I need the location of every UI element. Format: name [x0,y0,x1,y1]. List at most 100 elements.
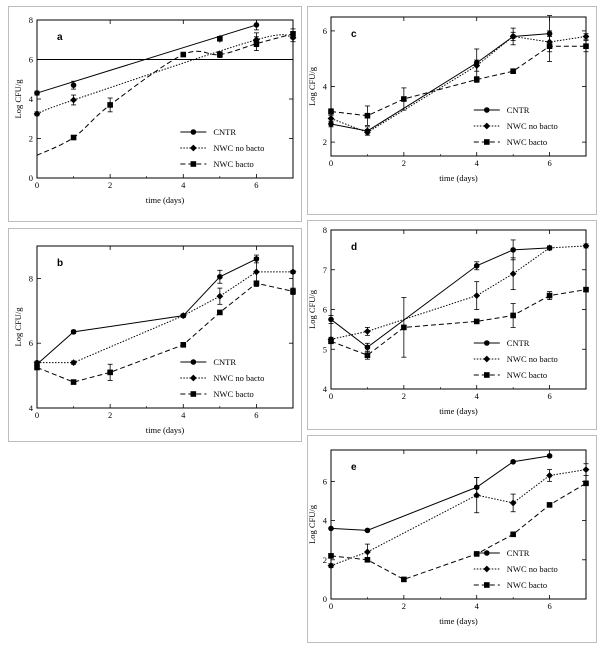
data-point [290,288,296,295]
legend-label: CNTR [213,357,236,367]
data-point [473,262,480,269]
data-point [364,112,371,119]
data-point [217,309,223,316]
data-point [401,96,407,102]
data-point [364,352,371,359]
data-point [328,338,334,345]
series-1 [33,256,297,367]
y-tick-label: 2 [323,555,327,565]
data-point [401,576,407,583]
data-point [583,286,589,293]
y-tick-label: 4 [323,384,328,394]
x-tick-label: 6 [547,391,551,401]
legend-label: NWC no bacto [213,373,264,383]
data-point [473,551,480,557]
x-tick-label: 2 [402,391,406,401]
legend-label: NWC bacto [507,137,547,147]
data-point [328,108,334,115]
panel-letter: b [57,258,63,269]
y-tick-label: 4 [323,516,328,526]
series-2 [328,286,589,360]
x-axis-label: time (days) [146,425,185,435]
legend-marker [190,161,197,167]
x-tick-label: 6 [547,158,551,168]
data-point [34,90,40,96]
plot-frame [330,229,587,390]
series-0 [328,453,553,534]
y-tick-label: 2 [323,137,327,147]
y-tick-label: 2 [29,134,33,144]
legend-marker [483,355,491,363]
data-point [473,62,481,70]
data-point [253,280,260,287]
legend-marker [483,122,491,130]
data-point [33,110,41,118]
data-point [509,270,517,278]
data-point [328,553,334,559]
data-point [364,548,371,556]
y-axis-label: Log CFU/g [308,66,317,106]
data-point [107,369,113,376]
panel-letter: a [57,32,63,43]
y-tick-label: 0 [29,173,33,183]
x-tick-label: 2 [108,180,112,190]
legend-marker [483,565,491,573]
legend-label: CNTR [507,548,530,558]
y-tick-label: 6 [323,476,327,486]
x-tick-label: 6 [254,410,258,420]
data-point [510,531,516,538]
legend-marker [190,391,197,397]
data-point [70,379,77,385]
y-axis-label: Log CFU/g [308,289,317,329]
data-point [70,96,77,104]
y-axis-label: Log CFU/g [308,504,317,544]
data-point [510,458,516,465]
data-point [582,242,590,250]
legend-label: NWC no bacto [213,143,264,153]
legend-marker [484,139,490,145]
chart-svg-a: 0 2 4 6 0 2 4 6 8 time (days) Log CFU/g a CNTR NWC no… [13,15,297,205]
data-point [473,491,481,499]
legend-label: NWC bacto [213,159,253,169]
data-point [217,273,223,280]
chart-svg-b: 0 2 4 6 4 6 8 time (days) Log CFU/g b CNTR NWC no b… [13,245,297,435]
y-tick-label: 6 [323,26,327,36]
data-point [582,466,590,474]
series-0 [34,254,260,368]
series-line [330,469,587,567]
data-point [328,316,334,323]
data-point [364,327,371,335]
series-2 [328,480,589,583]
data-point [34,364,40,371]
chart-panel-e: 0 2 4 6 0 2 4 6 time (days) Log CFU/g e CNTR NWC no … [307,435,597,643]
data-point [509,499,517,507]
series-line [330,35,587,133]
panel-letter: e [351,462,357,473]
data-point [364,556,371,563]
legend-marker [189,374,197,382]
data-point [546,472,553,479]
panel-letter: c [351,29,357,40]
y-tick-label: 6 [29,338,33,348]
x-tick-label: 6 [547,601,551,611]
x-tick-label: 4 [181,180,186,190]
plot-frame [330,449,587,600]
x-axis-label: time (days) [146,195,185,205]
data-point [217,51,223,58]
data-point [546,292,553,299]
data-point [509,33,517,40]
series-0 [34,19,260,96]
data-point [179,312,187,320]
chart-svg-d: 0 2 4 6 4 5 6 7 8 time (days) Log CFU/g d CNTR NWC no… [308,225,590,416]
y-tick-label: 7 [323,265,327,275]
y-tick-label: 4 [29,403,34,413]
data-point [289,268,297,276]
x-tick-label: 0 [329,601,333,611]
data-point [180,342,187,348]
series-2 [328,30,589,126]
x-tick-label: 2 [402,601,406,611]
data-point [70,82,77,88]
data-point [473,76,480,83]
data-point [582,33,590,40]
chart-panel-b: 0 2 4 6 4 6 8 time (days) Log CFU/g b CNTR NWC no b… [8,228,302,442]
